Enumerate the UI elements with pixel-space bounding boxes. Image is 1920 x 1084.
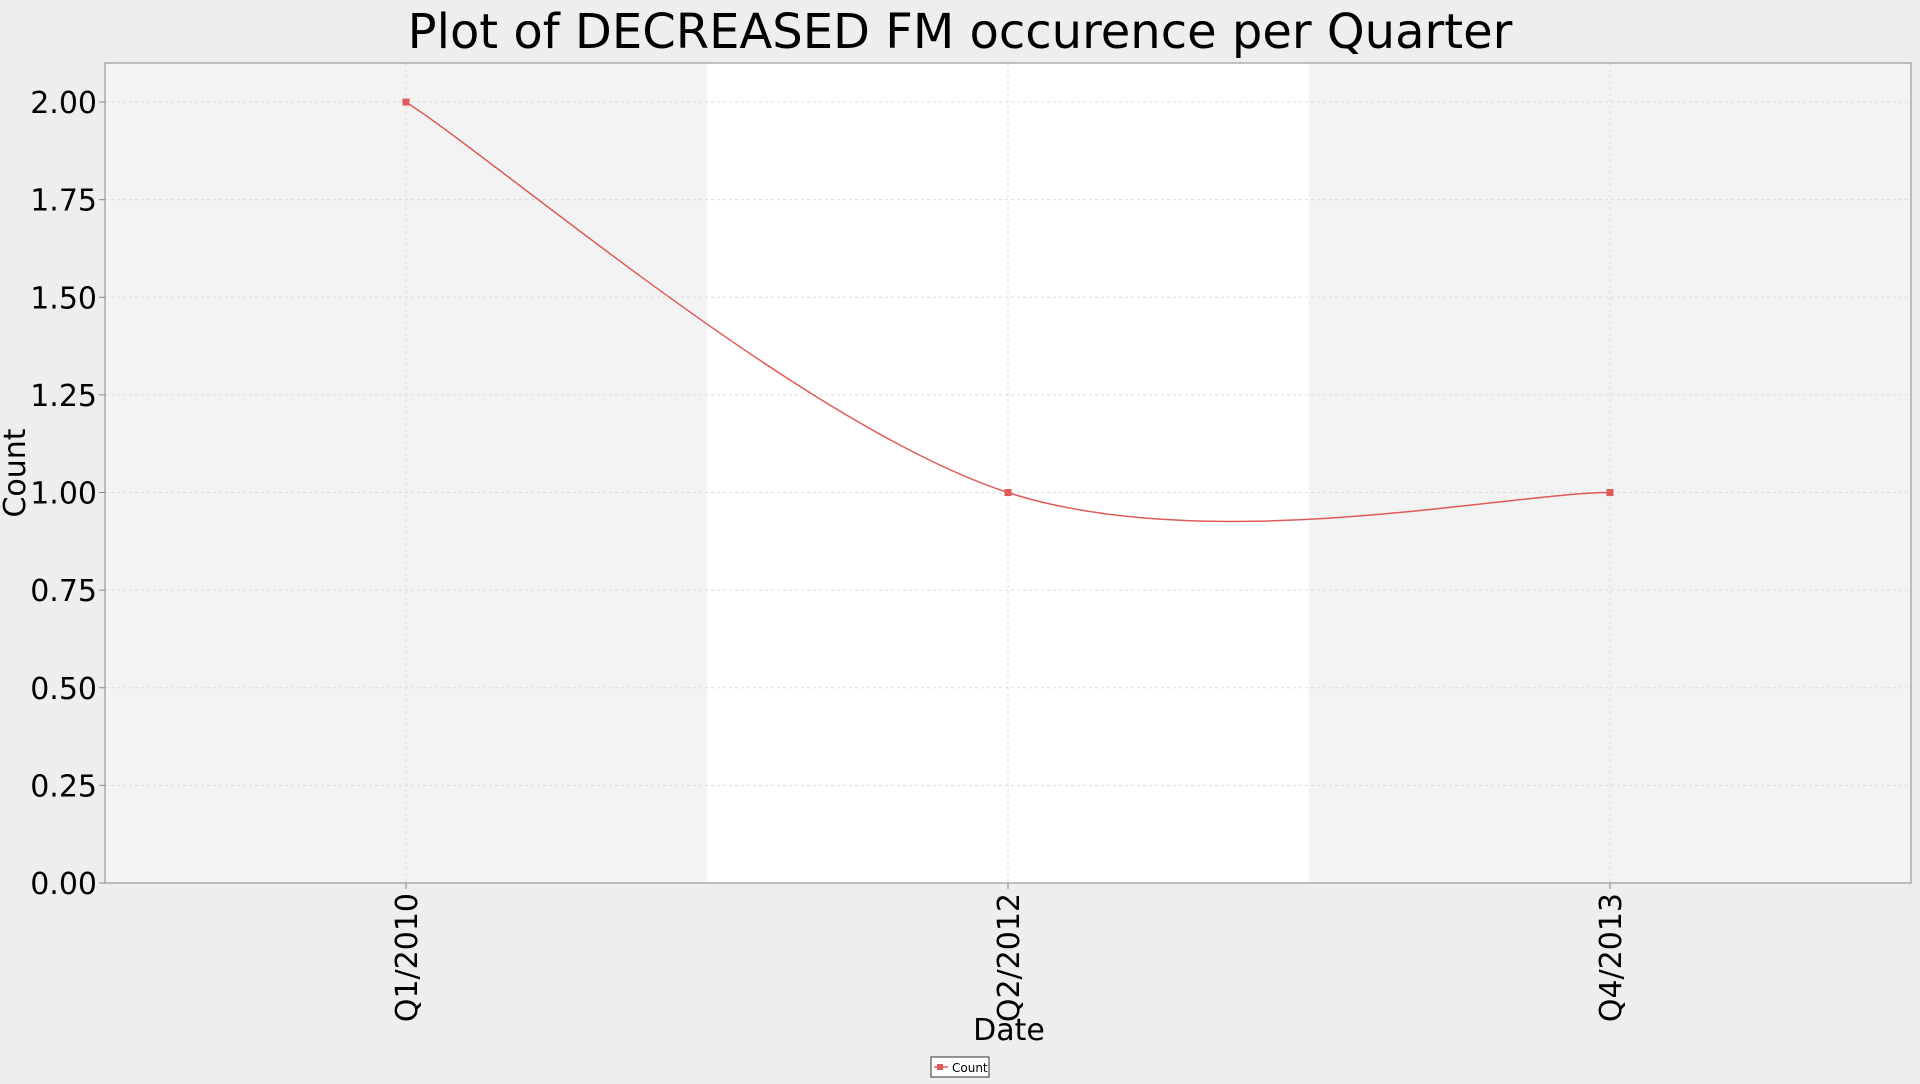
y-tick-label: 2.00 bbox=[30, 86, 97, 121]
y-axis-label: Count bbox=[0, 428, 33, 517]
x-axis-ticks: Q1/2010 Q2/2012 Q4/2013 bbox=[390, 883, 1629, 1022]
y-tick-label: 0.25 bbox=[30, 769, 97, 804]
x-tick-label: Q2/2012 bbox=[992, 893, 1027, 1022]
y-tick-label: 1.50 bbox=[30, 281, 97, 316]
y-tick-label: 1.75 bbox=[30, 184, 97, 219]
legend: Count bbox=[930, 1056, 990, 1078]
series-layer bbox=[402, 98, 1614, 523]
y-tick-label: 0.00 bbox=[30, 867, 97, 902]
x-tick-label: Q4/2013 bbox=[1594, 893, 1629, 1022]
grid-lines bbox=[105, 63, 1911, 884]
x-tick-label: Q1/2010 bbox=[390, 893, 425, 1022]
data-point-marker bbox=[1004, 489, 1012, 497]
y-axis-ticks: 0.00 0.25 0.50 0.75 1.00 1.25 1.50 1.75 2.00 bbox=[30, 86, 105, 902]
data-point-marker bbox=[402, 98, 410, 106]
y-tick-label: 1.00 bbox=[30, 477, 97, 512]
x-axis-label: Date bbox=[973, 1013, 1045, 1048]
y-tick-label: 0.50 bbox=[30, 672, 97, 707]
y-tick-label: 1.25 bbox=[30, 379, 97, 414]
data-point-marker bbox=[1606, 489, 1614, 497]
legend-series-marker bbox=[937, 1064, 943, 1070]
y-tick-label: 0.75 bbox=[30, 574, 97, 609]
legend-series-label: Count bbox=[952, 1061, 988, 1075]
chart-title: Plot of DECREASED FM occurence per Quart… bbox=[408, 4, 1513, 60]
legend-box bbox=[930, 1056, 990, 1078]
